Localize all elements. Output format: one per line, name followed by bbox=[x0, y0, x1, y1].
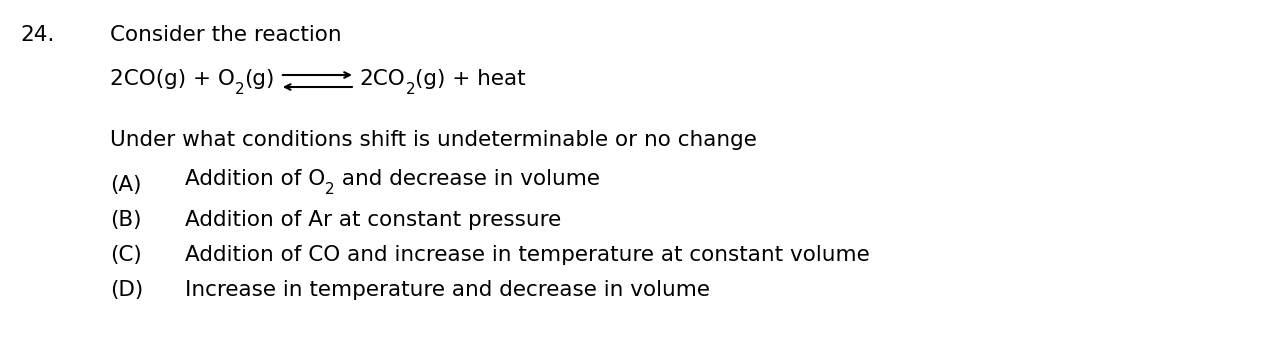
Text: Addition of CO and increase in temperature at constant volume: Addition of CO and increase in temperatu… bbox=[185, 245, 870, 265]
Text: (g): (g) bbox=[245, 69, 275, 89]
Text: Addition of O: Addition of O bbox=[185, 169, 325, 189]
Text: (g) + heat: (g) + heat bbox=[416, 69, 525, 89]
Text: and decrease in volume: and decrease in volume bbox=[335, 169, 599, 189]
Text: 2CO(g) + O: 2CO(g) + O bbox=[110, 69, 235, 89]
Text: 2: 2 bbox=[405, 82, 416, 97]
Text: Increase in temperature and decrease in volume: Increase in temperature and decrease in … bbox=[185, 280, 710, 300]
Text: Consider the reaction: Consider the reaction bbox=[110, 25, 342, 45]
Text: 2: 2 bbox=[235, 82, 245, 97]
Text: (C): (C) bbox=[110, 245, 142, 265]
Text: (B): (B) bbox=[110, 210, 142, 230]
Text: (D): (D) bbox=[110, 280, 143, 300]
Text: 2CO: 2CO bbox=[360, 69, 405, 89]
Text: (A): (A) bbox=[110, 175, 142, 195]
Text: Under what conditions shift is undeterminable or no change: Under what conditions shift is undetermi… bbox=[110, 130, 757, 150]
Text: Addition of Ar at constant pressure: Addition of Ar at constant pressure bbox=[185, 210, 561, 230]
Text: 2: 2 bbox=[325, 182, 335, 197]
Text: 24.: 24. bbox=[20, 25, 55, 45]
